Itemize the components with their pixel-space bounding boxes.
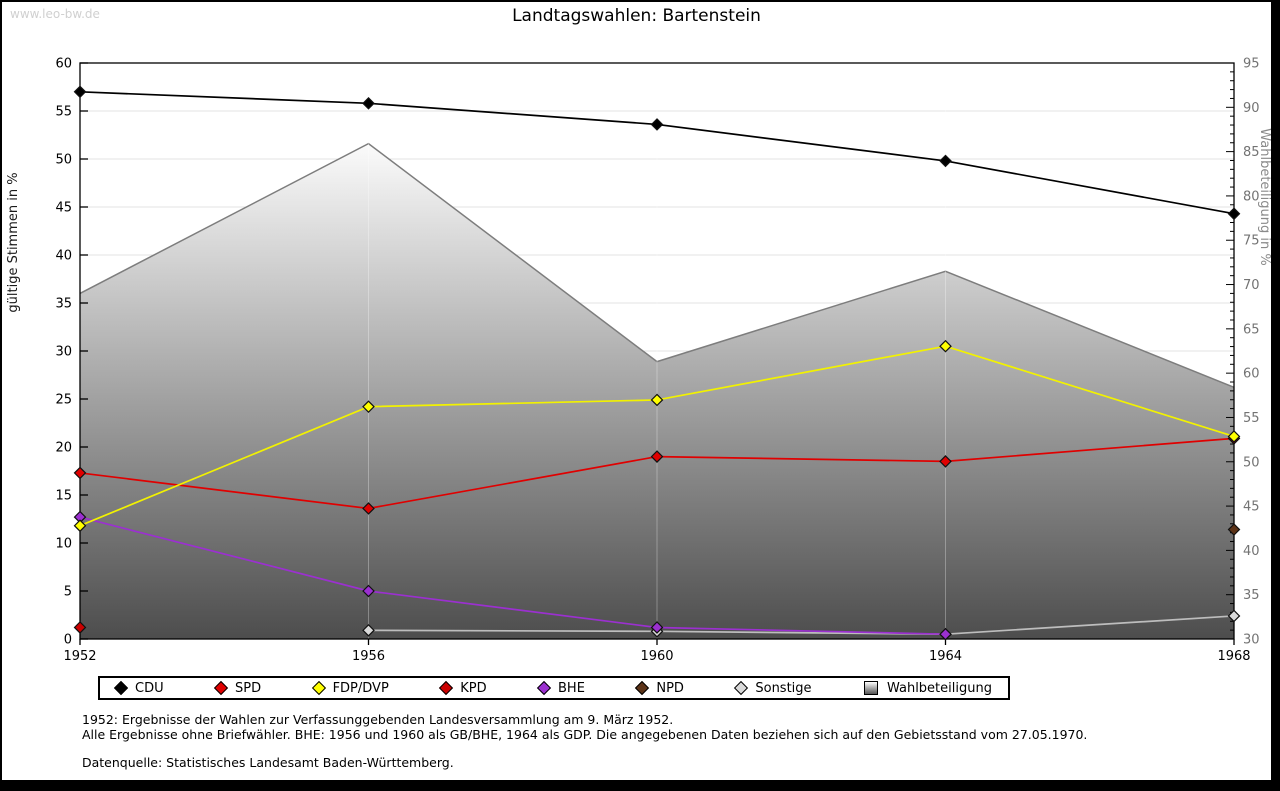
marker-fdp-dvp-1952 [73, 519, 87, 533]
diamond-marker-icon [734, 680, 749, 696]
marker-spd-1960 [650, 450, 664, 463]
marker-spd-1952 [73, 466, 87, 480]
diamond-marker-icon [439, 680, 454, 696]
series-npd [1227, 523, 1241, 536]
legend: CDU SPD FDP/DVP KPD BHE NPD Sonstige Wahlbeteil… [98, 676, 1010, 700]
legend-item-fdp-dvp: FDP/DVP [311, 680, 389, 696]
svg-text:1952: 1952 [63, 649, 96, 664]
turnout-area-edge [79, 142, 1235, 389]
svg-text:1968: 1968 [1217, 649, 1250, 664]
footnotes: 1952: Ergebnisse der Wahlen zur Verfassu… [82, 712, 1222, 770]
svg-text:10: 10 [55, 537, 72, 552]
svg-text:95: 95 [1243, 57, 1260, 72]
marker-cdu-1964 [939, 154, 952, 168]
marker-cdu-1952 [73, 85, 87, 99]
turnout-area [80, 143, 1234, 639]
legend-label: BHE [558, 680, 585, 696]
svg-text:45: 45 [55, 201, 72, 216]
series-kpd [73, 621, 87, 634]
diamond-marker-icon [311, 680, 326, 696]
watermark: www.leo-bw.de [10, 7, 100, 21]
series-cdu [73, 85, 1241, 221]
legend-item-cdu: CDU [113, 680, 164, 696]
svg-text:1960: 1960 [640, 649, 673, 664]
legend-item-spd: SPD [213, 680, 262, 696]
svg-text:35: 35 [1243, 588, 1260, 603]
svg-text:80: 80 [1243, 189, 1260, 204]
diamond-marker-icon [536, 680, 552, 696]
svg-text:30: 30 [1243, 633, 1260, 648]
right-axis: 30 35 40 45 50 55 60 65 70 75 80 85 90 95 [1226, 57, 1260, 648]
marker-bhe-1960 [650, 621, 664, 634]
marker-cdu-1968 [1227, 207, 1241, 221]
marker-sonstige-1956 [362, 624, 375, 637]
diamond-marker-icon [213, 680, 229, 696]
page-title: Landtagswahlen: Bartenstein [512, 6, 761, 26]
legend-label: CDU [135, 680, 164, 696]
svg-text:35: 35 [55, 297, 72, 312]
diamond-marker-icon [635, 680, 650, 696]
svg-text:15: 15 [55, 489, 72, 504]
marker-fdp-dvp-1960 [650, 393, 664, 407]
x-axis: 1952 1956 1960 1964 1968 [63, 639, 1251, 664]
svg-text:0: 0 [64, 633, 72, 648]
svg-text:60: 60 [55, 57, 72, 72]
legend-item-npd: NPD [635, 680, 684, 696]
footnote-line-1: 1952: Ergebnisse der Wahlen zur Verfassu… [82, 712, 674, 727]
legend-label: Sonstige [755, 680, 812, 696]
marker-npd-1968 [1227, 523, 1241, 536]
marker-sonstige-1968 [1227, 609, 1241, 623]
marker-cdu-1960 [650, 118, 664, 131]
marker-kpd-1952 [73, 621, 87, 634]
series-bhe [73, 510, 952, 641]
legend-label: FDP/DVP [332, 680, 389, 696]
legend-label: NPD [656, 680, 684, 696]
footnote-line-2: Alle Ergebnisse ohne Briefwähler. BHE: 1… [82, 727, 1088, 742]
svg-text:90: 90 [1243, 101, 1260, 116]
svg-text:65: 65 [1243, 322, 1260, 337]
legend-label: SPD [235, 680, 262, 696]
marker-bhe-1964 [939, 627, 952, 641]
right-axis-title: Wahlbeteiligung in % [1257, 128, 1271, 265]
svg-text:50: 50 [1243, 455, 1260, 470]
svg-text:50: 50 [55, 153, 72, 168]
legend-item-wahlbeteiligung: Wahlbeteiligung [863, 680, 992, 696]
svg-text:55: 55 [55, 105, 72, 120]
svg-text:55: 55 [1243, 411, 1260, 426]
marker-fdp-dvp-1956 [362, 400, 375, 414]
svg-text:75: 75 [1243, 234, 1260, 249]
left-axis: 0 5 10 15 20 25 30 35 40 45 50 55 60 [55, 57, 88, 648]
marker-fdp-dvp-1964 [939, 339, 952, 353]
svg-text:85: 85 [1243, 145, 1260, 160]
legend-label: Wahlbeteiligung [886, 680, 992, 696]
legend-item-bhe: BHE [536, 680, 585, 696]
left-axis-title: gültige Stimmen in % [6, 172, 21, 312]
marker-spd-1964 [939, 455, 952, 468]
legend-item-sonstige: Sonstige [734, 680, 812, 696]
svg-text:70: 70 [1243, 278, 1260, 293]
svg-text:1964: 1964 [929, 649, 962, 664]
turnout-swatch-icon [863, 681, 878, 695]
svg-text:45: 45 [1243, 500, 1260, 515]
marker-fdp-dvp-1968 [1227, 430, 1241, 443]
svg-text:60: 60 [1243, 367, 1260, 382]
svg-text:40: 40 [1243, 544, 1260, 559]
marker-bhe-1956 [362, 584, 375, 598]
svg-text:5: 5 [64, 585, 72, 600]
svg-text:25: 25 [55, 393, 72, 408]
election-chart: 0 5 10 15 20 25 30 35 40 45 50 55 60 30 35 40 45 50 55 60 65… [6, 57, 1271, 665]
svg-text:20: 20 [55, 441, 72, 456]
marker-cdu-1956 [362, 96, 375, 110]
legend-label: KPD [460, 680, 487, 696]
diamond-marker-icon [113, 680, 129, 696]
series-fdp-dvp [73, 339, 1241, 533]
legend-item-kpd: KPD [439, 680, 487, 696]
svg-text:1956: 1956 [352, 649, 385, 664]
marker-spd-1956 [362, 502, 375, 515]
svg-text:30: 30 [55, 345, 72, 360]
footnote-source: Datenquelle: Statistisches Landesamt Bad… [82, 755, 454, 770]
svg-text:40: 40 [55, 249, 72, 264]
